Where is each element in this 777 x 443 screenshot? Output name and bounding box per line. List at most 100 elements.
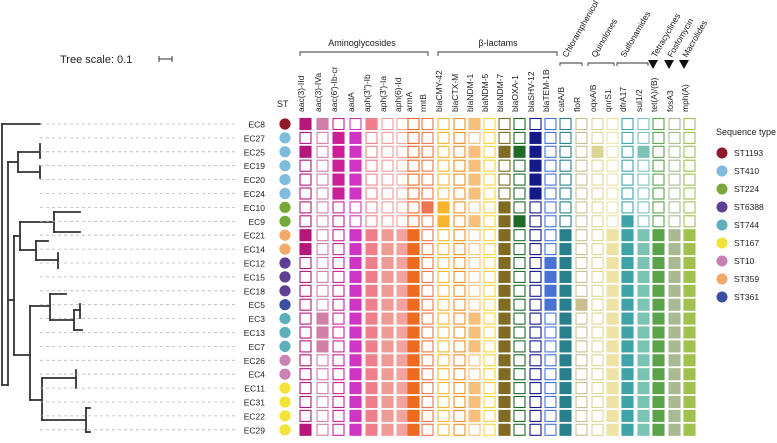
gene-present-cell [668,298,681,311]
gene-absent-cell [316,145,329,158]
gene-absent-cell [299,298,312,311]
gene-absent-cell [332,395,345,409]
class-label: Quinolones [589,17,619,59]
gene-present-cell [332,159,345,172]
gene-absent-cell [591,409,604,422]
gene-absent-cell [381,215,394,228]
gene-present-cell [683,368,696,381]
gene-absent-cell [396,173,409,186]
gene-present-cell [559,284,572,297]
gene-absent-cell [529,229,542,242]
gene-absent-cell [668,159,681,172]
gene-present-cell [381,256,394,270]
gene-absent-cell [529,382,542,395]
gene-absent-cell [468,201,481,214]
isolate-label: EC7 [248,342,265,352]
gene-present-cell [396,270,409,283]
gene-absent-cell [332,117,345,131]
gene-present-cell [381,423,394,436]
gene-absent-cell [668,173,681,186]
gene-absent-cell [483,312,496,325]
gene-present-cell [407,270,420,283]
gene-present-cell [529,145,542,158]
gene-present-cell [559,395,572,409]
gene-absent-cell [299,395,312,409]
isolate-label: EC15 [244,272,266,282]
gene-absent-cell [513,409,526,422]
gene-present-cell [365,368,378,381]
gene-present-cell [606,298,619,311]
gene-heatmap [299,117,696,436]
gene-absent-cell [421,145,434,158]
gene-present-cell [559,298,572,311]
gene-absent-cell [316,131,329,144]
gene-present-cell [381,354,394,367]
tree-scale-label: Tree scale: 0.1 [60,54,132,66]
gene-absent-cell [575,354,588,367]
gene-absent-cell [483,284,496,297]
gene-present-cell [513,145,526,158]
gene-absent-cell [513,284,526,297]
gene-absent-cell [529,409,542,422]
gene-absent-cell [316,159,329,172]
gene-present-cell [468,312,481,325]
gene-absent-cell [316,173,329,186]
gene-absent-cell [513,187,526,200]
st-dot [279,118,291,130]
gene-present-cell [668,229,681,242]
gene-present-cell [621,368,634,381]
gene-absent-cell [575,187,588,200]
gene-absent-cell [591,270,604,283]
class-arrow [679,60,689,69]
gene-present-cell [349,340,362,353]
gene-absent-cell [468,423,481,436]
gene-absent-cell [559,159,572,172]
class-headers: Aminoglycosides β-lactams ChloramphenicolQ… [299,0,709,69]
gene-present-cell [349,256,362,270]
gene-absent-cell [483,159,496,172]
gene-absent-cell [544,312,557,325]
legend-label: ST1193 [734,148,763,158]
gene-absent-cell [407,117,420,131]
gene-present-cell [652,270,665,283]
gene-absent-cell [591,187,604,200]
gene-absent-cell [332,423,345,436]
isolate-label: EC12 [244,259,266,269]
gene-absent-cell [396,215,409,228]
gene-label: catA/B [556,87,566,112]
legend-label: ST10 [734,256,755,266]
gene-absent-cell [437,298,450,311]
gene-label: blaSHV-12 [526,71,536,112]
gene-present-cell [544,270,557,283]
phylogenetic-tree [1,123,91,433]
gene-absent-cell [529,298,542,311]
gene-absent-cell [591,131,604,144]
gene-absent-cell [453,368,466,381]
gene-present-cell [637,298,650,311]
gene-present-cell [637,256,650,270]
gene-present-cell [559,270,572,283]
gene-absent-cell [299,326,312,339]
gene-absent-cell [437,256,450,270]
gene-absent-cell [483,354,496,367]
st-dot [279,229,291,241]
isolate-label: EC4 [248,370,265,380]
gene-absent-cell [652,159,665,172]
gene-present-cell [365,382,378,395]
gene-absent-cell [498,173,511,186]
gene-absent-cell [437,382,450,395]
gene-present-cell [299,117,312,131]
gene-absent-cell [683,145,696,158]
gene-present-cell [637,423,650,436]
gene-present-cell [621,243,634,256]
gene-absent-cell [453,256,466,270]
gene-present-cell [407,340,420,353]
gene-present-cell [332,187,345,200]
isolate-label: EC26 [244,356,266,366]
gene-absent-cell [683,173,696,186]
gene-absent-cell [544,173,557,186]
gene-absent-cell [575,201,588,214]
gene-label: sul1/2 [634,89,644,112]
gene-absent-cell [332,312,345,325]
gene-absent-cell [652,187,665,200]
